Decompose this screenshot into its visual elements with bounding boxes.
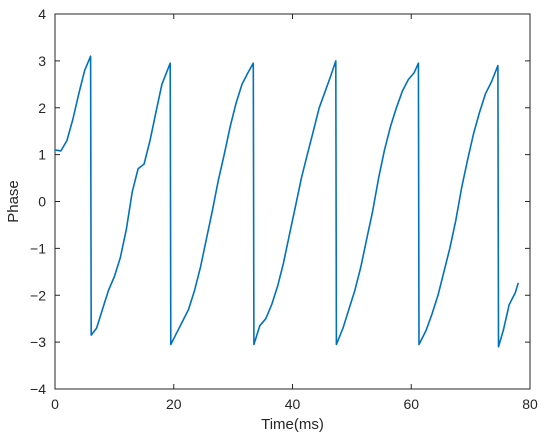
y-axis-label: Phase — [5, 180, 22, 223]
y-tick-label: −3 — [30, 334, 46, 350]
phase-series-line — [54, 55, 519, 348]
y-tick-label: 1 — [38, 147, 46, 163]
series-layer — [54, 55, 519, 348]
x-tick-label: 20 — [166, 396, 182, 412]
y-tick-label: 3 — [38, 53, 46, 69]
y-tick-label: 2 — [38, 100, 46, 116]
x-axis-ticks: 0 20 40 60 80 — [51, 14, 538, 412]
x-tick-label: 80 — [522, 396, 538, 412]
y-tick-label: 0 — [38, 194, 46, 210]
y-tick-label: −1 — [30, 240, 46, 256]
y-tick-label: 4 — [38, 6, 46, 22]
y-axis-ticks: −4 −3 −2 −1 0 1 2 3 4 — [30, 6, 530, 397]
x-tick-label: 0 — [51, 396, 59, 412]
x-tick-label: 40 — [285, 396, 301, 412]
y-tick-label: −4 — [30, 381, 46, 397]
x-axis-label: Time(ms) — [261, 416, 324, 433]
y-tick-label: −2 — [30, 287, 46, 303]
x-tick-label: 60 — [403, 396, 419, 412]
